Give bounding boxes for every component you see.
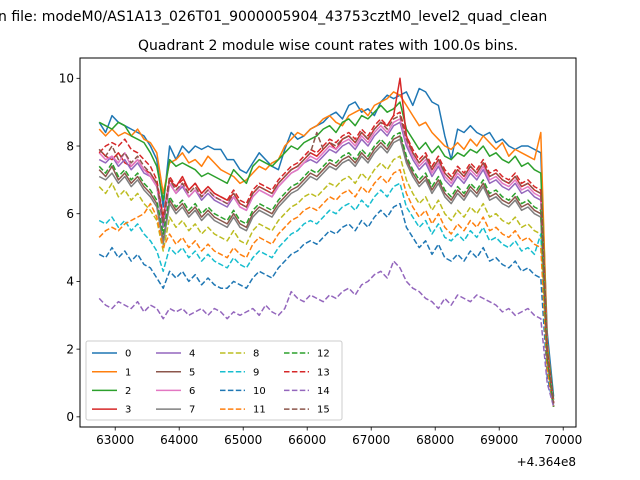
legend-label-4: 4	[189, 349, 195, 360]
x-tick-label: 64000	[160, 433, 198, 447]
series-layer	[98, 77, 555, 407]
y-tick-label: 4	[66, 275, 74, 289]
legend-label-14: 14	[317, 386, 330, 397]
series-line-0	[98, 87, 555, 397]
series-line-6	[98, 118, 555, 404]
legend-label-6: 6	[189, 386, 195, 397]
x-tick-label: 67000	[352, 433, 390, 447]
plot-area: 63000 64000 65000 66000 67000 68000 69000 70000…	[59, 57, 582, 447]
x-tick-label: 69000	[480, 433, 518, 447]
series-line-8	[98, 155, 555, 407]
axes-frame	[79, 57, 577, 428]
y-tick-label: 6	[66, 207, 74, 221]
y-axis: 0 2 4 6 8 10	[59, 72, 80, 424]
legend-label-15: 15	[317, 405, 330, 416]
y-tick-label: 8	[66, 139, 74, 153]
x-tick-label: 66000	[288, 433, 326, 447]
x-tick-label: 70000	[544, 433, 582, 447]
legend-label-13: 13	[317, 367, 330, 378]
x-axis: 63000 64000 65000 66000 67000 68000 69000 70000	[96, 427, 582, 447]
legend-label-11: 11	[253, 405, 266, 416]
series-line-15	[98, 114, 555, 404]
legend-label-0: 0	[125, 349, 131, 360]
series-line-10	[98, 202, 555, 407]
legend-label-10: 10	[253, 386, 266, 397]
series-line-7	[98, 138, 555, 407]
series-line-13	[98, 111, 555, 404]
series-line-1	[98, 91, 555, 404]
x-tick-label: 68000	[416, 433, 454, 447]
series-line-11	[98, 168, 555, 407]
series-line-14	[98, 260, 555, 407]
legend-label-2: 2	[125, 386, 131, 397]
legend-label-5: 5	[189, 367, 195, 378]
legend-box	[85, 340, 343, 421]
chart-title: Quadrant 2 module wise count rates with …	[138, 38, 518, 54]
legend-label-9: 9	[253, 367, 259, 378]
x-tick-label: 65000	[224, 433, 262, 447]
legend-label-7: 7	[189, 405, 195, 416]
y-tick-label: 2	[66, 342, 74, 356]
legend-label-12: 12	[317, 349, 330, 360]
x-offset-label: +4.364e8	[517, 455, 576, 469]
series-line-12	[98, 131, 555, 407]
series-line-5	[98, 135, 555, 407]
legend-label-8: 8	[253, 349, 259, 360]
legend-label-1: 1	[125, 367, 131, 378]
x-tick-label: 63000	[96, 433, 134, 447]
y-tick-label: 0	[66, 410, 74, 424]
figure-suptitle: n file: modeM0/AS1A13_026T01_9000005904_…	[0, 9, 547, 25]
legend-label-3: 3	[125, 405, 131, 416]
series-line-2	[98, 101, 555, 400]
y-tick-label: 10	[59, 72, 74, 86]
series-line-9	[98, 182, 555, 407]
